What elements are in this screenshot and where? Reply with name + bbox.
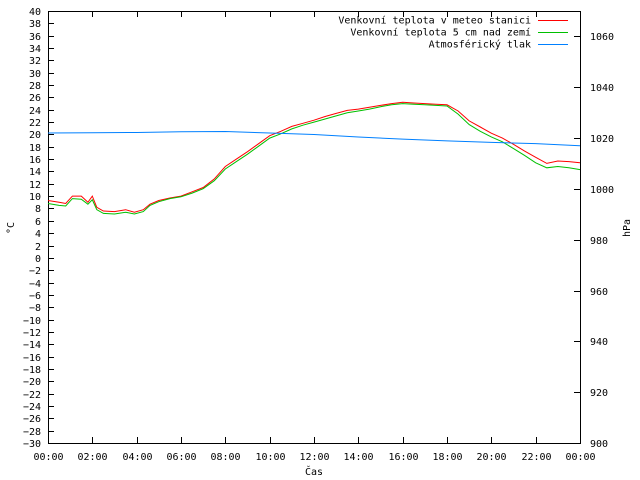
y-tick-label: 4 <box>35 229 41 240</box>
series-line-2 <box>47 103 581 215</box>
x-tick-label: 16:00 <box>388 452 418 463</box>
y-tick-label: 38 <box>29 19 41 30</box>
x-axis: 00:00 02:00 04:00 06:00 08:00 10:00 12:00 14:00… <box>33 11 596 463</box>
y-tick-label: −14 <box>23 340 41 351</box>
y2-tick-label: 1020 <box>590 134 614 145</box>
y-axis-left: 4038363432302826242220181614121086420−2−… <box>23 7 54 450</box>
y-tick-label: 6 <box>35 217 41 228</box>
x-tick-label: 04:00 <box>122 452 152 463</box>
x-tick-label: 02:00 <box>77 452 107 463</box>
y-tick-label: 16 <box>29 155 41 166</box>
y2-tick-label: 960 <box>590 287 608 298</box>
x-tick-label: 06:00 <box>166 452 196 463</box>
y-tick-label: 32 <box>29 56 41 67</box>
y-tick-label: −20 <box>23 377 41 388</box>
y2-tick-label: 940 <box>590 337 608 348</box>
y2-axis-label: hPa <box>622 219 633 237</box>
y-tick-label: 12 <box>29 180 41 191</box>
y-axis-right: 1060 1040 1020 1000 980 960 940 920 900 <box>574 32 614 450</box>
x-tick-label: 08:00 <box>210 452 240 463</box>
y-tick-label: 36 <box>29 32 41 43</box>
y-tick-label: 28 <box>29 81 41 92</box>
y-tick-label: −16 <box>23 353 41 364</box>
y-tick-label: −12 <box>23 328 41 339</box>
y-tick-label: 10 <box>29 192 41 203</box>
y2-tick-label: 1000 <box>590 185 614 196</box>
y-tick-label: 14 <box>29 167 41 178</box>
y-tick-label: 22 <box>29 118 41 129</box>
y-tick-label: −28 <box>23 427 41 438</box>
x-tick-label: 00:00 <box>33 452 63 463</box>
y-tick-label: 26 <box>29 93 41 104</box>
y-tick-label: −18 <box>23 365 41 376</box>
x-tick-label: 10:00 <box>255 452 285 463</box>
y-tick-label: 20 <box>29 130 41 141</box>
y-tick-label: 8 <box>35 204 41 215</box>
y-tick-label: 2 <box>35 242 41 253</box>
y-tick-label: −8 <box>29 303 41 314</box>
legend-label-2: Venkovní teplota 5 cm nad zemí <box>350 27 531 39</box>
legend-label-3: Atmosférický tlak <box>429 39 531 51</box>
y2-tick-label: 1060 <box>590 32 614 43</box>
y-tick-label: −4 <box>29 279 41 290</box>
y2-tick-label: 1040 <box>590 83 614 94</box>
y-tick-label: −22 <box>23 390 41 401</box>
y-tick-label: 0 <box>35 254 41 265</box>
y-tick-label: −2 <box>29 266 41 277</box>
y2-tick-label: 920 <box>590 388 608 399</box>
x-tick-label: 00:00 <box>565 452 595 463</box>
y2-tick-label: 900 <box>590 439 608 450</box>
y-tick-label: −30 <box>23 439 41 450</box>
legend: Venkovní teplota v meteo staniciVenkovní… <box>338 15 568 51</box>
y-tick-label: 34 <box>29 44 41 55</box>
x-tick-label: 22:00 <box>521 452 551 463</box>
y-tick-label: 24 <box>29 106 41 117</box>
plot-area-frame <box>48 11 581 444</box>
y-tick-label: −26 <box>23 414 41 425</box>
series-line-3 <box>47 130 581 147</box>
x-tick-label: 18:00 <box>432 452 462 463</box>
legend-label-1: Venkovní teplota v meteo stanici <box>338 15 531 27</box>
x-tick-label: 14:00 <box>343 452 373 463</box>
x-axis-label: Čas <box>305 465 323 478</box>
x-tick-label: 12:00 <box>299 452 329 463</box>
x-tick-label: 20:00 <box>476 452 506 463</box>
y-tick-label: −24 <box>23 402 41 413</box>
y-tick-label: 30 <box>29 69 41 80</box>
y-tick-label: 18 <box>29 143 41 154</box>
series-lines <box>47 101 581 215</box>
y2-tick-label: 980 <box>590 236 608 247</box>
y-tick-label: 40 <box>29 7 41 18</box>
y-tick-label: −6 <box>29 291 41 302</box>
y-tick-label: −10 <box>23 316 41 327</box>
series-line-1 <box>47 101 581 213</box>
y-axis-label: °C <box>6 222 17 234</box>
